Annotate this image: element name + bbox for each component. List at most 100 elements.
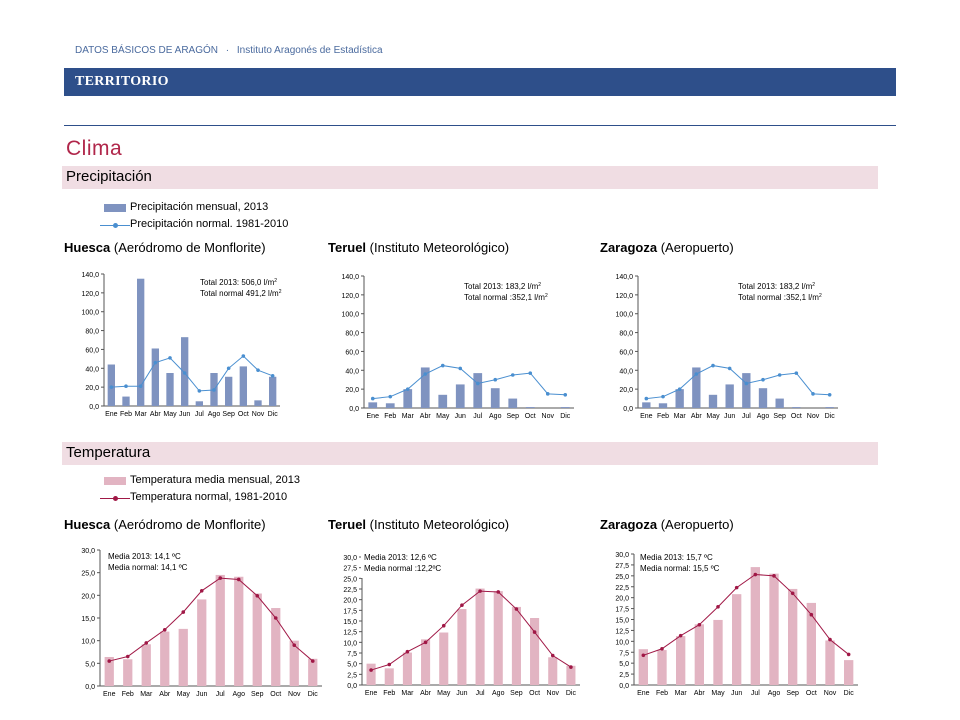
bar [475, 588, 485, 685]
chart-temp-huesca: 0,0 5,0 10,0 15,0 20,0 25,0 30,0 Ene Feb Mar Abr Ma… [81, 548, 322, 698]
breadcrumb-main[interactable]: DATOS BÁSICOS DE ARAGÓN [75, 45, 218, 56]
line-point [753, 572, 758, 577]
temperature-band: Temperatura [62, 442, 878, 465]
bar [215, 574, 225, 686]
x-tick-label: Ago [208, 411, 221, 418]
annotation: Total 2013: 506,0 l/m2 [200, 278, 277, 287]
x-tick-label: Ene [637, 690, 650, 697]
legend-marker [113, 496, 118, 501]
bar [694, 624, 704, 685]
station-title-zaragoza: Zaragoza (Aeropuerto) [600, 517, 734, 532]
y-tick-label: 140,0 [81, 272, 99, 279]
y-tick-label: 5,0 [347, 662, 357, 669]
x-tick-label: Dic [566, 690, 577, 697]
line-point [441, 623, 446, 628]
y-tick-label: 15,0 [615, 618, 629, 625]
line-point [369, 668, 373, 672]
legend-label: Temperatura media mensual, 2013 [130, 474, 300, 486]
y-tick-label: 80,0 [619, 331, 633, 338]
y-tick-label: 7,5 [619, 650, 629, 657]
x-tick-label: Abr [694, 690, 706, 697]
x-tick-label: Jun [196, 691, 207, 698]
line-point [734, 585, 739, 590]
x-tick-label: Ene [103, 691, 116, 698]
line-point [828, 637, 832, 642]
bar [511, 606, 521, 685]
x-tick-label: Oct [529, 690, 540, 697]
annotation: Total 2013: 183,2 l/m2 [464, 282, 541, 291]
chart-precip-huesca: 0,0 20,0 40,0 60,0 80,0 100,0 120,0 140,0 Ene Feb… [81, 272, 281, 418]
y-tick-label: 17,5 [615, 607, 629, 614]
page-title: Clima [66, 137, 123, 160]
bar [421, 639, 431, 685]
x-tick-label: Oct [270, 691, 281, 698]
x-tick-label: May [706, 413, 720, 420]
line-point [370, 396, 375, 401]
bar [137, 278, 145, 406]
series-line [370, 590, 572, 671]
y-tick-label: 20,0 [81, 593, 95, 600]
y-tick-label: 12,5 [615, 628, 629, 635]
x-tick-label: Ene [365, 690, 378, 697]
line-point [777, 373, 782, 377]
x-tick-label: Jun [179, 411, 190, 418]
line-point [218, 576, 223, 580]
x-tick-label: May [177, 691, 191, 698]
series-line [372, 365, 566, 400]
bar [438, 394, 448, 408]
y-tick-label: 120,0 [341, 293, 359, 300]
y-tick-label: 15,0 [81, 616, 95, 623]
line-point [569, 665, 573, 669]
bar [368, 402, 378, 408]
bar [457, 609, 467, 685]
line-point [697, 622, 702, 627]
x-tick-label: Feb [122, 691, 134, 698]
y-tick-label: 30,0 [81, 548, 95, 555]
bar [195, 401, 203, 406]
line-point [273, 616, 278, 620]
x-tick-label: Oct [806, 690, 817, 697]
line-point [270, 374, 275, 378]
bar [775, 398, 784, 408]
breadcrumb-org[interactable]: Instituto Aragonés de Estadística [236, 45, 383, 56]
bar [178, 628, 188, 686]
line-point [241, 354, 246, 358]
bar [225, 376, 233, 406]
bar [234, 576, 244, 686]
line-point [514, 607, 519, 611]
y-tick-label: 17,5 [343, 608, 357, 615]
y-tick-label: 120,0 [81, 291, 99, 298]
breadcrumb-separator: · [225, 45, 230, 56]
bar [269, 376, 277, 406]
line-point [153, 360, 158, 365]
line-point [528, 371, 533, 375]
line-point [236, 577, 241, 582]
x-tick-label: Jun [724, 413, 735, 420]
x-tick-label: Dic [268, 411, 279, 418]
annotation: Media 2013: 12,6 ºC [364, 553, 437, 562]
legend-label: Temperatura normal, 1981-2010 [130, 491, 288, 503]
y-tick-label: 12,5 [343, 630, 357, 637]
bar [742, 373, 751, 408]
bar [508, 398, 518, 408]
x-tick-label: Mar [402, 413, 415, 420]
y-tick-label: 27,5 [615, 563, 629, 570]
chart-precip-teruel: 0,0 20,0 40,0 60,0 80,0 100,0 120,0 140,0 Ene Feb… [341, 274, 574, 420]
y-tick-label: 20,0 [615, 596, 629, 603]
x-tick-label: Nov [824, 690, 837, 697]
x-tick-label: Feb [384, 413, 396, 420]
y-tick-label: 80,0 [85, 329, 99, 336]
y-tick-label: 100,0 [341, 312, 359, 319]
bar [676, 636, 686, 685]
line-point [125, 654, 130, 659]
bar [254, 400, 262, 406]
x-tick-label: Jun [455, 413, 466, 420]
line-point [711, 363, 715, 368]
annotation: Media normal: 15,5 ºC [640, 564, 720, 573]
line-point [827, 393, 832, 397]
x-tick-label: Sep [507, 413, 520, 420]
annotation: Media 2013: 14,1 ºC [108, 552, 181, 561]
y-tick-label: 0,0 [623, 406, 633, 413]
temperature-heading: Temperatura [66, 444, 151, 461]
x-tick-label: Sep [510, 690, 523, 697]
